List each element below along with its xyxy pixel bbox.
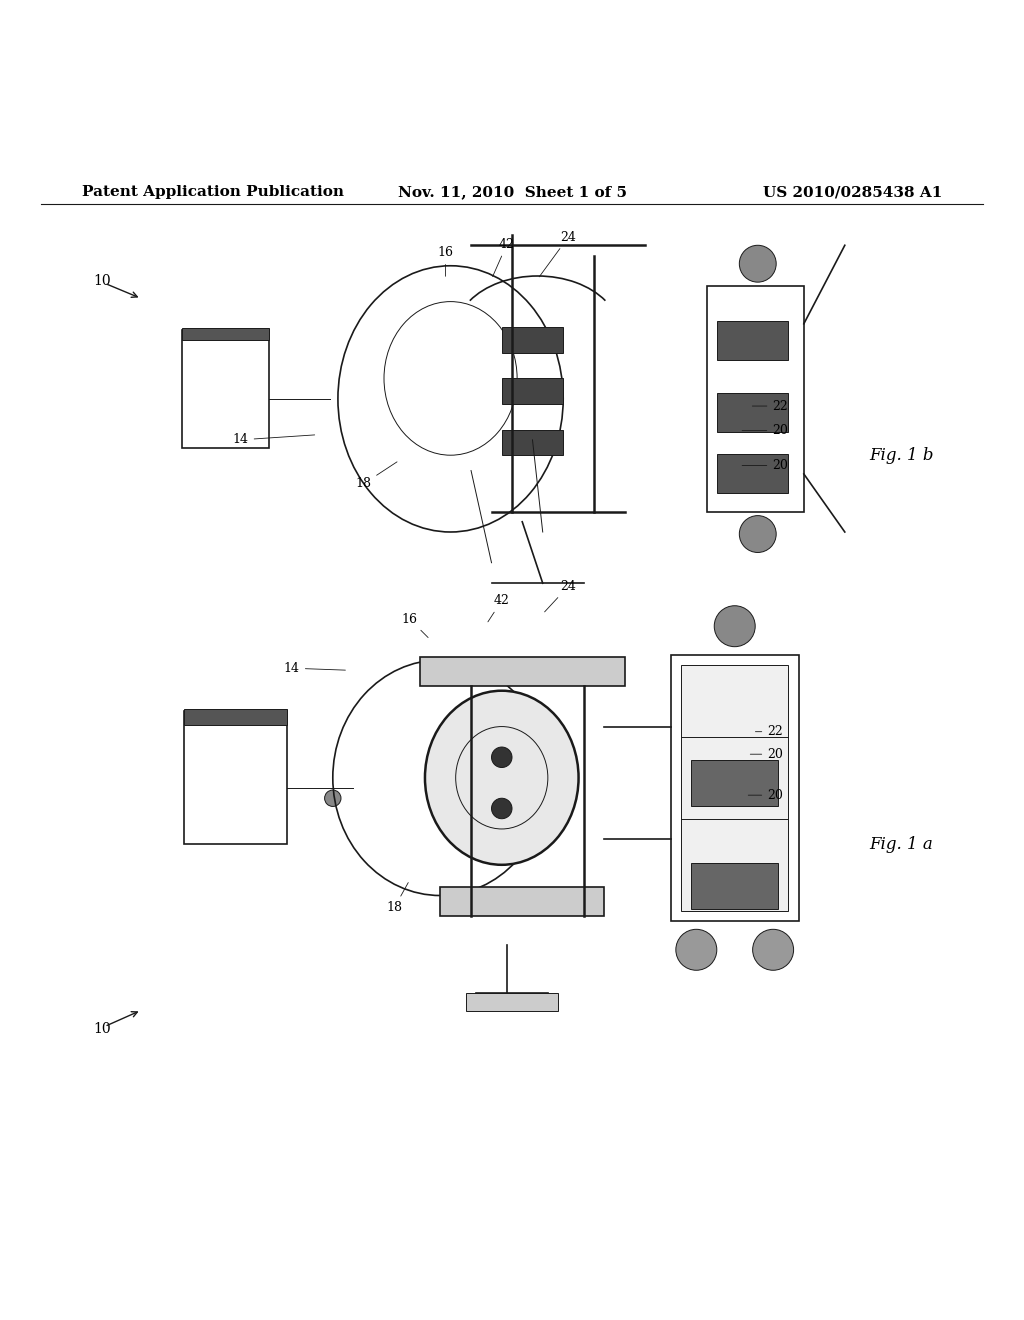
Bar (420, 657, 625, 685)
Text: 16: 16 (401, 612, 428, 638)
Text: Patent Application Publication: Patent Application Publication (82, 185, 344, 199)
Text: 20: 20 (742, 424, 788, 437)
Circle shape (753, 929, 794, 970)
Bar (671, 655, 799, 921)
Text: 22: 22 (756, 725, 783, 738)
Text: 20: 20 (742, 459, 788, 473)
Bar (717, 454, 788, 494)
Bar (184, 709, 287, 725)
Text: 18: 18 (355, 462, 397, 490)
Bar (502, 429, 563, 455)
Text: 24: 24 (540, 231, 577, 277)
Text: 42: 42 (487, 594, 510, 622)
Text: Fig. 1 a: Fig. 1 a (869, 836, 933, 853)
Bar (184, 711, 287, 845)
Bar (717, 321, 788, 360)
Text: 14: 14 (232, 433, 314, 446)
Text: 20: 20 (749, 788, 783, 801)
Bar (691, 863, 778, 909)
Bar (691, 760, 778, 807)
Text: 10: 10 (93, 1022, 112, 1036)
Bar (707, 286, 804, 512)
Text: 20: 20 (751, 747, 783, 760)
Text: Nov. 11, 2010  Sheet 1 of 5: Nov. 11, 2010 Sheet 1 of 5 (397, 185, 627, 199)
Bar (717, 393, 788, 432)
Circle shape (325, 791, 341, 807)
Text: 42: 42 (493, 238, 515, 276)
Bar (440, 887, 604, 916)
Text: 16: 16 (437, 246, 454, 276)
Bar (181, 330, 268, 447)
Text: Fig. 1 b: Fig. 1 b (869, 446, 933, 463)
Bar (681, 665, 788, 911)
Circle shape (715, 606, 756, 647)
Text: 10: 10 (93, 275, 112, 288)
Circle shape (676, 929, 717, 970)
Text: US 2010/0285438 A1: US 2010/0285438 A1 (763, 185, 942, 199)
Text: 24: 24 (545, 579, 577, 612)
Bar (181, 327, 268, 341)
Circle shape (492, 799, 512, 818)
Bar (502, 379, 563, 404)
Text: 18: 18 (386, 883, 409, 915)
Ellipse shape (425, 690, 579, 865)
Circle shape (739, 516, 776, 553)
Text: 14: 14 (284, 661, 345, 675)
Bar (466, 993, 558, 1011)
Bar (502, 327, 563, 352)
Circle shape (739, 246, 776, 282)
Text: 22: 22 (753, 400, 788, 413)
Circle shape (492, 747, 512, 767)
